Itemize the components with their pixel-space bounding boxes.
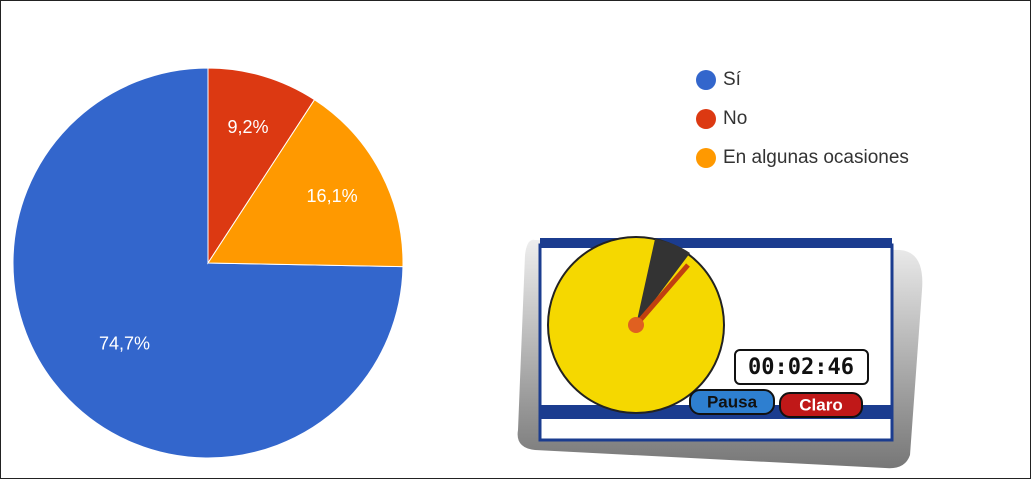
timer-time: 00:02:46 [748,355,854,380]
pie-slice [207,98,404,268]
legend-label: No [723,108,747,129]
clear-button[interactable] [779,392,863,418]
legend-swatch [696,109,716,129]
clear-label: Claro [799,395,842,414]
data-label: 16,1% [307,186,358,206]
timer-top-bar [540,238,892,248]
legend-swatch [696,148,716,168]
pause-button[interactable] [689,389,775,415]
legend: Sí No En algunas ocasiones [696,69,909,168]
pie: 74,7% 9,2% 16,1% [12,67,404,459]
timer-hub [628,317,644,333]
legend-label: En algunas ocasiones [723,147,909,168]
timer-hand [634,263,690,327]
timer-widget: 00:02:46 Pausa Claro [517,236,923,469]
legend-label: Sí [723,69,742,90]
pie-slice [207,67,316,265]
data-label: 9,2% [228,117,269,137]
timer-wedge [636,239,690,325]
timer-display [734,349,869,385]
pie-slice [12,67,404,459]
pause-label: Pausa [707,392,758,411]
data-label: 74,7% [99,334,150,354]
legend-swatch [696,70,716,90]
